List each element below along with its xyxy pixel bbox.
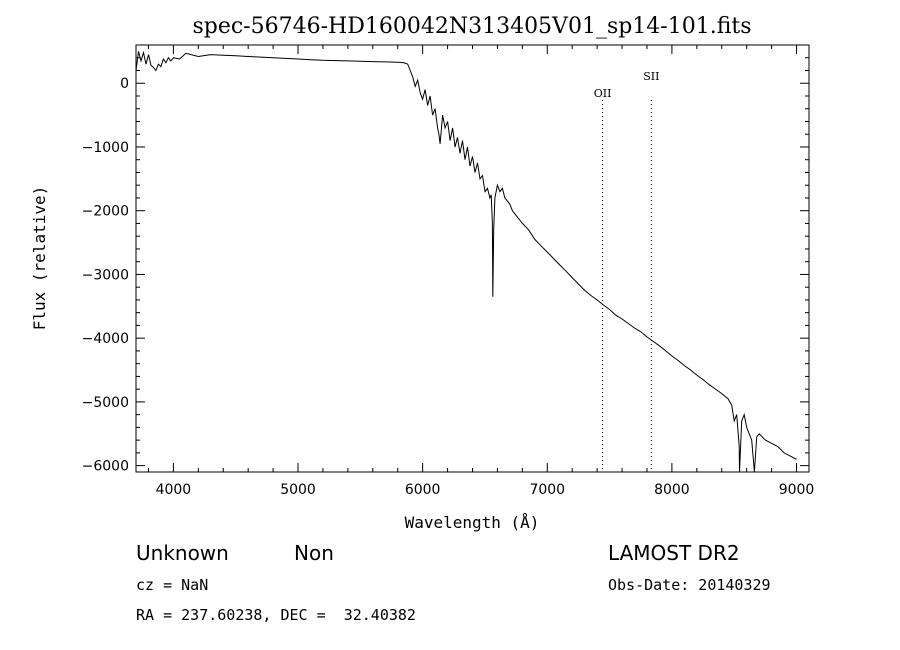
- subclass-label: Non: [294, 541, 334, 565]
- obsdate-label: Obs-Date: 20140329: [608, 576, 771, 594]
- x-axis-label: Wavelength (Å): [405, 513, 540, 532]
- plot-frame: [135, 44, 810, 473]
- x-tick-label: 9000: [779, 482, 815, 498]
- chart-title: spec-56746-HD160042N313405V01_sp14-101.f…: [192, 14, 751, 39]
- cz-label: cz = NaN: [136, 576, 208, 594]
- y-tick-label: −3000: [82, 267, 129, 283]
- survey-label: LAMOST DR2: [608, 541, 740, 565]
- y-tick-label: −5000: [82, 395, 129, 411]
- emission-line-label: OII: [594, 87, 612, 100]
- x-tick-label: 4000: [156, 482, 192, 498]
- y-tick-label: −1000: [82, 140, 129, 156]
- class-label: Unknown: [136, 541, 229, 565]
- y-tick-label: −4000: [82, 331, 129, 347]
- y-axis-label: Flux (relative): [30, 186, 49, 331]
- x-tick-label: 5000: [280, 482, 316, 498]
- x-tick-label: 7000: [529, 482, 565, 498]
- y-axis: 0 −1000 −2000 −3000 −4000 −5000 −6000: [82, 44, 809, 475]
- spectrum-line: [135, 50, 797, 473]
- y-tick-label: −6000: [82, 459, 129, 475]
- y-tick-label: 0: [120, 76, 129, 92]
- coords-label: RA = 237.60238, DEC = 32.40382: [136, 606, 416, 624]
- emission-line-label: SII: [643, 70, 659, 83]
- x-tick-label: 6000: [405, 482, 441, 498]
- x-axis: 4000 5000 6000 7000 8000 9000: [147, 45, 815, 498]
- x-tick-label: 8000: [654, 482, 690, 498]
- y-tick-label: −2000: [82, 204, 129, 220]
- emission-lines: OII SII: [594, 70, 659, 472]
